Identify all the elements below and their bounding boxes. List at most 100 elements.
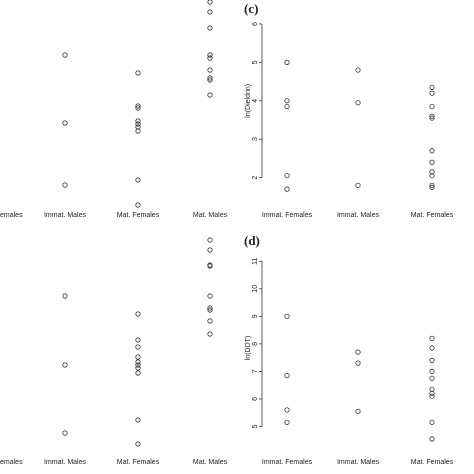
x-tick-label: Immat. Males bbox=[337, 459, 380, 466]
point bbox=[135, 70, 141, 76]
point bbox=[429, 90, 435, 96]
point bbox=[284, 103, 290, 110]
point bbox=[135, 359, 141, 365]
y-tick-label: 5 bbox=[252, 424, 259, 428]
x-tick-label: Immat. Females bbox=[262, 459, 313, 466]
point bbox=[135, 354, 141, 360]
point bbox=[429, 368, 435, 375]
x-tick-label: Immat. Males bbox=[44, 212, 87, 219]
point bbox=[429, 159, 435, 165]
point bbox=[207, 318, 213, 324]
point bbox=[207, 263, 213, 269]
point bbox=[429, 436, 435, 442]
point bbox=[135, 365, 141, 371]
point bbox=[429, 103, 435, 110]
point bbox=[207, 331, 213, 337]
point bbox=[207, 92, 213, 98]
x-tick-label: Mat. Males bbox=[193, 212, 228, 219]
point bbox=[62, 120, 68, 126]
point bbox=[207, 0, 213, 5]
point bbox=[135, 202, 141, 208]
panel-label: (d) bbox=[244, 233, 260, 248]
point bbox=[207, 52, 213, 58]
point bbox=[284, 419, 290, 425]
point bbox=[207, 293, 213, 299]
point bbox=[284, 186, 290, 192]
x-tick-label: Immat. Males bbox=[44, 459, 87, 466]
panel-label: (c) bbox=[244, 1, 258, 16]
point bbox=[135, 128, 141, 134]
point bbox=[284, 407, 290, 413]
y-tick-label: 7 bbox=[252, 369, 259, 373]
point bbox=[284, 173, 290, 179]
point bbox=[62, 293, 68, 299]
point bbox=[429, 169, 435, 175]
x-tick-label: Immat. Males bbox=[337, 212, 380, 219]
point bbox=[355, 100, 361, 106]
point bbox=[62, 182, 68, 188]
point bbox=[135, 370, 141, 376]
point bbox=[207, 55, 213, 61]
y-tick-label: 4 bbox=[252, 99, 259, 103]
y-tick-label: 10 bbox=[252, 285, 259, 293]
point bbox=[207, 305, 213, 311]
point bbox=[429, 148, 435, 154]
point bbox=[429, 173, 435, 179]
x-tick-label: Mat. Females bbox=[117, 459, 160, 466]
point bbox=[284, 372, 290, 379]
point bbox=[284, 313, 290, 319]
point bbox=[207, 77, 213, 83]
point bbox=[429, 335, 435, 341]
point bbox=[429, 113, 435, 119]
point bbox=[429, 393, 435, 399]
point bbox=[355, 182, 361, 188]
point bbox=[429, 115, 435, 121]
y-tick-label: 9 bbox=[252, 314, 259, 318]
point bbox=[207, 25, 213, 31]
y-axis-label: ln(DDT) bbox=[245, 336, 252, 361]
point bbox=[135, 311, 141, 317]
x-tick-label: Immat. Females bbox=[262, 212, 313, 219]
point bbox=[355, 349, 361, 355]
point bbox=[62, 52, 68, 58]
point bbox=[429, 357, 435, 363]
y-axis-label: ln(Dieldrin) bbox=[245, 84, 252, 118]
point bbox=[135, 417, 141, 423]
point bbox=[284, 59, 290, 65]
point bbox=[135, 362, 141, 368]
y-tick-label: 6 bbox=[252, 22, 259, 26]
y-tick-label: 5 bbox=[252, 60, 259, 64]
y-tick-label: 3 bbox=[252, 137, 259, 141]
x-tick-label: Mat. Females bbox=[411, 212, 454, 219]
point bbox=[429, 345, 435, 351]
point bbox=[207, 67, 213, 73]
point bbox=[135, 103, 141, 109]
point bbox=[355, 360, 361, 366]
point bbox=[135, 121, 141, 127]
point bbox=[429, 84, 435, 90]
y-tick-label: 2 bbox=[252, 176, 259, 180]
point bbox=[135, 177, 141, 183]
point bbox=[135, 118, 141, 124]
y-tick-label: 8 bbox=[252, 342, 259, 346]
point bbox=[429, 182, 435, 188]
point bbox=[429, 419, 435, 425]
point bbox=[284, 98, 290, 104]
x-tick-label: emales bbox=[0, 212, 23, 219]
point bbox=[429, 375, 435, 381]
point bbox=[207, 247, 213, 253]
point bbox=[207, 307, 213, 313]
x-tick-label: Mat. Males bbox=[193, 459, 228, 466]
point bbox=[135, 337, 141, 343]
point bbox=[207, 75, 213, 81]
point bbox=[207, 9, 213, 15]
point bbox=[62, 430, 68, 436]
point bbox=[355, 67, 361, 73]
point bbox=[135, 441, 141, 447]
point bbox=[62, 362, 68, 368]
point bbox=[429, 390, 435, 397]
point bbox=[135, 105, 141, 111]
point bbox=[429, 184, 435, 190]
point bbox=[355, 408, 361, 414]
